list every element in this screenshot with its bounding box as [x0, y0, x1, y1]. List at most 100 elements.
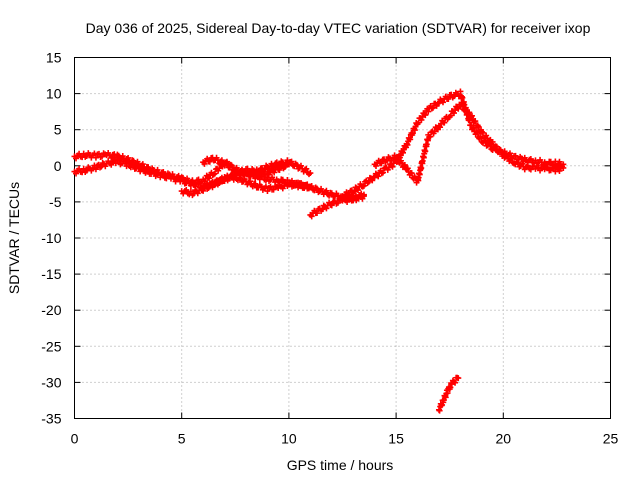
data-point — [459, 101, 466, 108]
data-point — [493, 143, 500, 150]
y-tick-label: -5 — [49, 194, 62, 210]
data-point — [354, 187, 361, 194]
data-point — [303, 165, 310, 172]
x-tick-label: 10 — [281, 431, 297, 447]
data-point — [307, 170, 314, 177]
chart-title: Day 036 of 2025, Sidereal Day-to-day VTE… — [86, 20, 591, 36]
y-axis: 15 10 5 0 -5 -10 -15 -20 -25 -30 -35 — [41, 50, 611, 427]
data-point — [475, 123, 482, 130]
data-point — [211, 170, 218, 177]
data-point — [270, 186, 277, 193]
data-point — [395, 154, 402, 161]
data-point — [256, 169, 263, 176]
y-tick-label: -20 — [41, 302, 61, 318]
data-point — [344, 198, 351, 205]
data-point — [340, 194, 347, 201]
data-point — [524, 162, 531, 169]
data-point — [550, 165, 557, 172]
data-point — [183, 186, 190, 193]
y-tick-label: 5 — [54, 122, 62, 138]
data-point — [99, 153, 106, 160]
y-tick-label: 15 — [46, 50, 62, 66]
data-point — [195, 180, 202, 187]
data-point — [276, 166, 283, 173]
data-point — [200, 187, 207, 194]
data-point — [422, 112, 429, 119]
data-point — [408, 170, 415, 177]
grid — [74, 57, 611, 419]
data-point — [401, 161, 408, 168]
data-point — [145, 167, 152, 174]
data-point — [373, 162, 379, 169]
x-tick-label: 15 — [388, 431, 404, 447]
data-point — [296, 180, 303, 187]
data-point — [214, 181, 221, 188]
data-point — [441, 119, 448, 126]
data-point — [237, 175, 244, 182]
data-point — [424, 137, 431, 144]
series-track-f — [339, 88, 567, 201]
data-point — [360, 193, 367, 200]
data-point — [92, 166, 99, 173]
y-axis-label: SDTVAR / TECUs — [6, 182, 22, 294]
y-tick-label: -30 — [41, 374, 61, 390]
data-point — [252, 180, 259, 187]
data-point — [378, 160, 385, 167]
data-point — [224, 160, 231, 167]
data-point — [334, 199, 341, 206]
data-point — [452, 379, 459, 386]
y-tick-label: -25 — [41, 338, 61, 354]
data-point — [379, 169, 386, 176]
data-point — [404, 165, 411, 172]
series-track-e — [307, 192, 367, 220]
y-tick-label: -10 — [41, 230, 61, 246]
data-point — [437, 124, 444, 131]
data-point — [486, 137, 493, 144]
data-point — [314, 210, 321, 217]
data-point — [547, 167, 554, 174]
data-point — [239, 167, 245, 174]
data-point — [284, 177, 291, 184]
series-track-h — [435, 374, 462, 414]
data-point — [455, 375, 462, 382]
y-tick-label: -15 — [41, 266, 61, 282]
data-point — [508, 155, 515, 162]
y-tick-label: 10 — [46, 86, 62, 102]
data-point — [233, 164, 240, 171]
series-track-d — [200, 154, 314, 179]
data-point — [389, 163, 396, 170]
data-point — [186, 179, 193, 186]
data-point — [264, 188, 271, 195]
data-point — [527, 155, 534, 162]
data-point — [450, 110, 457, 117]
data-point — [478, 128, 485, 135]
data-point — [125, 159, 132, 166]
data-point — [431, 128, 438, 135]
data-point — [160, 171, 167, 178]
data-point — [503, 152, 510, 159]
data-point — [472, 118, 479, 125]
data-point — [210, 171, 217, 178]
data-point — [445, 95, 452, 102]
data-point — [308, 213, 315, 220]
data-point — [307, 184, 314, 191]
data-point — [155, 169, 162, 176]
data-point — [247, 178, 254, 185]
data-point — [418, 116, 425, 123]
data-point — [360, 182, 367, 189]
x-tick-label: 5 — [178, 431, 186, 447]
series-track-c — [178, 172, 314, 199]
data-point — [346, 191, 353, 198]
data-point — [206, 158, 213, 165]
data-point — [323, 187, 330, 194]
data-point — [466, 109, 473, 116]
data-point — [279, 185, 286, 192]
y-tick-label: -35 — [41, 411, 61, 427]
data-point — [288, 158, 295, 165]
x-axis-label: GPS time / hours — [287, 457, 394, 473]
data-point — [427, 133, 434, 140]
data-point — [323, 205, 330, 212]
x-tick-label: 20 — [496, 431, 512, 447]
data-point — [375, 173, 382, 180]
data-point — [302, 181, 309, 188]
